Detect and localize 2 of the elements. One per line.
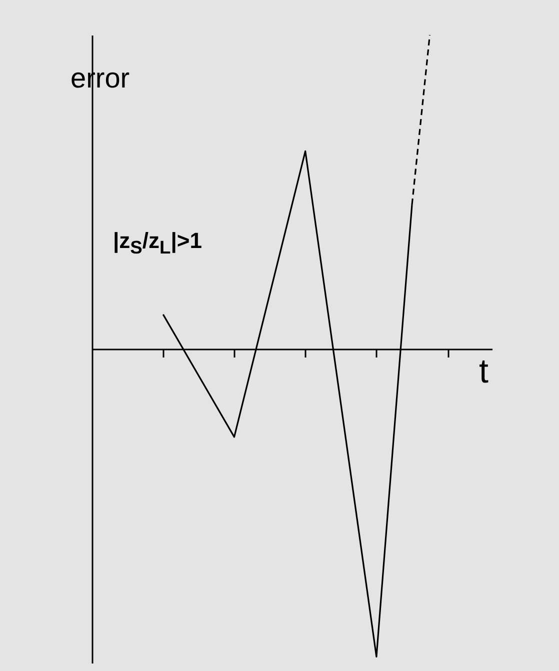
x-axis-title: t <box>479 352 490 390</box>
annotation: |z$_{S}$/z$_{L}$|>1 <box>113 228 202 258</box>
